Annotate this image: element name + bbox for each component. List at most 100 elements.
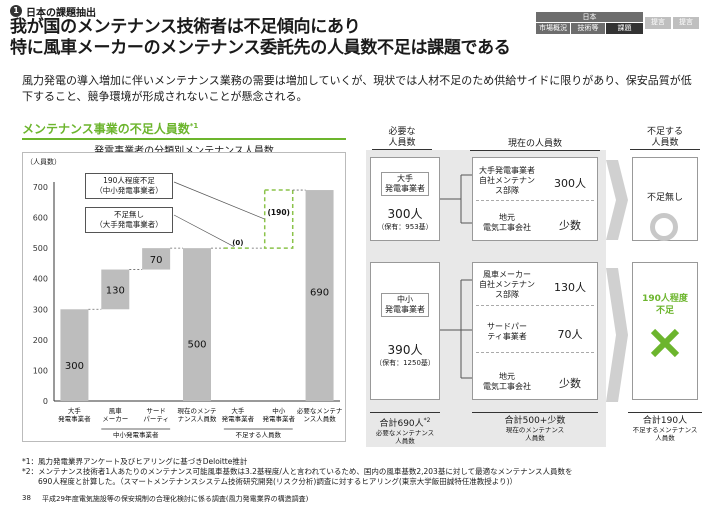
circle-ok-icon (650, 213, 678, 241)
x-category-label: 発電事業者 (222, 414, 255, 423)
x-category-label: サード (146, 407, 166, 415)
bar (101, 269, 130, 310)
cross-ng-icon (650, 328, 680, 358)
y-tick-label: 600 (33, 214, 48, 223)
chart-title: 発電事業者の分類別メンテナンス人員数 (22, 142, 346, 157)
y-tick-label: 500 (33, 244, 48, 253)
bar-dashed (263, 189, 294, 249)
nav-step-tech[interactable]: 技術等 (571, 23, 605, 34)
lead-text: 風力発電の導入増加に伴いメンテナンス業務の需要は増加していくが、現状では人材不足… (22, 74, 692, 103)
group-label: 不足する人員数 (236, 430, 282, 439)
bar-value-label: 130 (106, 285, 125, 296)
y-axis-label: （人員数） (26, 158, 61, 166)
y-tick-label: 200 (33, 336, 48, 345)
right-connectors (440, 160, 628, 402)
small-row-3-value: 少数 (559, 377, 581, 390)
callout-small-shortage: 190人程度不足 （中小発電事業者） (85, 173, 173, 199)
y-tick-label: 0 (43, 397, 48, 406)
col-header-current: 現在の人員数 (507, 139, 562, 149)
x-category-label: 現在のメンテ (178, 406, 217, 415)
col-header-rule-3 (630, 149, 700, 150)
col-header-shortage: 不足する 人員数 (646, 127, 683, 148)
bar (305, 190, 334, 401)
col-header-required: 必要な 人員数 (388, 127, 416, 148)
small-row-2-name: サードパー ティ事業者 (487, 322, 527, 341)
large-label: 大手 発電事業者 (381, 172, 429, 196)
nav-step-market[interactable]: 市場概況 (536, 23, 570, 34)
y-tick-label: 300 (33, 305, 48, 314)
small-row-1-name: 風車メーカー 自社メンテナン ス部隊 (479, 270, 535, 299)
x-category-label: パーティ (143, 415, 169, 423)
page-number: 38 (22, 494, 31, 502)
x-category-label: ンス人員数 (303, 414, 336, 423)
small-shortage-box: 190人程度 不足 (632, 262, 698, 400)
y-tick-label: 400 (33, 275, 48, 284)
y-tick-label: 100 (33, 366, 48, 375)
x-category-label: 発電事業者 (58, 414, 91, 423)
small-sub: （保有：1250基） (375, 359, 435, 367)
large-row-2-value: 少数 (559, 219, 581, 232)
section-heading: メンテナンス事業の不足人員数*1 (22, 122, 199, 136)
small-row-2-value: 70人 (557, 328, 583, 341)
section-label: 日本の課題抽出 (26, 8, 96, 19)
bar-value-label: 300 (65, 361, 84, 372)
group-label: 中小発電事業者 (113, 430, 159, 439)
small-count: 390人 (387, 343, 423, 357)
large-count: 300人 (387, 207, 423, 221)
x-category-label: 大手 (68, 406, 82, 415)
footnote-3: 690人程度と計算した。（スマートメンテナンスシステム技術研究開発(リスク分析)… (38, 477, 518, 486)
arrow-large (606, 160, 628, 240)
large-row-divider (476, 200, 594, 201)
y-tick-label: 700 (33, 183, 48, 192)
chart-rule (22, 138, 346, 140)
large-shortage-box: 不足無し (632, 157, 698, 241)
small-row-1-value: 130人 (554, 281, 586, 294)
x-category-label: 発電事業者 (262, 414, 295, 423)
callout-leader (173, 181, 265, 220)
nav-step-issues[interactable]: 課題 (606, 23, 643, 34)
x-category-label: 中小 (272, 406, 286, 415)
x-category-label: 必要なメンテナ (297, 406, 343, 415)
chart-plot: 0 100 200 300 400 500 600 700 300 大手発電事業者 130 風車メーカ… (33, 181, 343, 439)
source-note: 平成29年度電気施設等の保安規制の合理化検討に係る調査(風力発電業界の構造調査) (42, 495, 309, 503)
footnote-2: *2：メンテナンス技術者1人あたりのメンテナンス可能風車基数は3.2基程度/人と… (22, 467, 573, 476)
callout-large-none: 不足無し （大手発電事業者） (85, 207, 173, 233)
total-shortage: 合計190人 不足するメンテナンス 人員数 (628, 412, 702, 442)
small-current-box (472, 262, 598, 400)
col-header-rule-1 (372, 149, 432, 150)
large-row-2-name: 地元 電気工事会社 (483, 213, 531, 232)
large-row-1-value: 300人 (554, 177, 586, 190)
total-current: 合計500+少数 現在のメンテナンス 人員数 (472, 412, 598, 442)
x-category-label: ナンス人員数 (178, 414, 217, 423)
callout-leader (173, 214, 235, 247)
small-row-divider-1 (476, 305, 594, 306)
small-row-divider-2 (476, 352, 594, 353)
nav-step-proposal-1[interactable]: 提言 (645, 17, 671, 29)
x-category-label: 風車 (109, 406, 123, 415)
large-sub: （保有：953基） (377, 223, 433, 231)
bar-value-label: 70 (150, 255, 163, 266)
large-shortage-text: 不足無し (646, 193, 683, 203)
bar (183, 248, 211, 401)
bar-value-label: (0) (232, 239, 243, 247)
page-title-line1: 我が国のメンテナンス技術者は不足傾向にあり (10, 17, 361, 37)
x-category-label: 大手 (231, 406, 245, 415)
bar-value-label: (190) (267, 208, 290, 217)
page-title-line2: 特に風車メーカーのメンテナンス委託先の人員数不足は課題である (10, 38, 511, 58)
nav-step-proposal-2[interactable]: 提言 (673, 17, 699, 29)
total-required: 合計690人*2 必要なメンテナンス 人員数 (370, 412, 440, 445)
small-row-3-name: 地元 電気工事会社 (483, 372, 531, 391)
small-label: 中小 発電事業者 (381, 293, 429, 317)
small-required-box: 中小 発電事業者 390人 （保有：1250基） (370, 262, 440, 400)
large-row-1-name: 大手発電事業者 自社メンテナン ス部隊 (479, 166, 535, 195)
bar (60, 309, 89, 401)
x-category-label: メーカー (102, 415, 128, 423)
col-header-rule-2 (470, 150, 600, 151)
footnote-1: *1：風力発電業界アンケート及びヒアリングに基づきDeloitte推計 (22, 457, 248, 466)
section-number: 1 (10, 5, 22, 17)
large-required-box: 大手 発電事業者 300人 （保有：953基） (370, 157, 440, 241)
arrow-small (606, 268, 628, 402)
bar-value-label: 500 (187, 340, 206, 351)
large-current-box (472, 157, 598, 241)
bar-value-label: 690 (310, 288, 329, 299)
